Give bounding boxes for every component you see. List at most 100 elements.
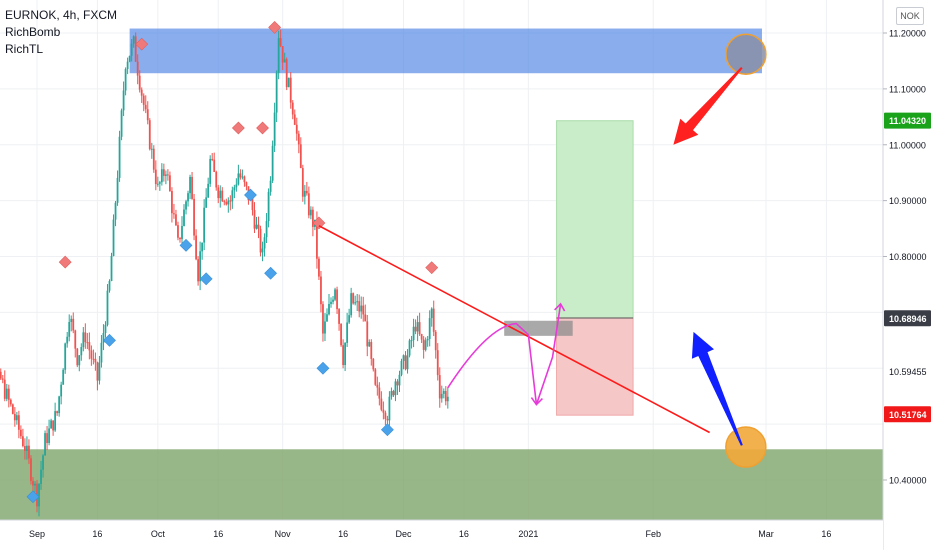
- currency-button[interactable]: NOK: [896, 7, 924, 25]
- resistance-circle: [725, 33, 767, 75]
- candle-body: [140, 89, 143, 96]
- candle-body: [255, 224, 258, 229]
- candle-body: [158, 182, 161, 184]
- candle-body: [96, 362, 99, 381]
- grid: [0, 0, 883, 520]
- buy-signal-marker: [244, 188, 257, 202]
- candle-body: [392, 391, 395, 396]
- candle-body: [398, 374, 401, 386]
- candle-body: [394, 381, 397, 396]
- candle-body: [130, 43, 133, 56]
- x-tick-label: 16: [338, 529, 348, 539]
- candle-body: [326, 314, 328, 322]
- sell-signal-marker: [135, 37, 149, 51]
- y-tick-label: 10.40000: [889, 476, 927, 486]
- candle-body: [426, 338, 429, 341]
- candle-body: [227, 200, 230, 205]
- candle-body: [344, 342, 347, 365]
- candle-body: [201, 242, 204, 252]
- candle-body: [416, 322, 419, 332]
- candle-body: [185, 201, 187, 210]
- x-tick-label: 16: [92, 529, 102, 539]
- candle-body: [173, 213, 175, 215]
- candle-body: [38, 483, 40, 507]
- candle-body: [22, 436, 24, 447]
- price-label: 10.51764: [889, 410, 927, 420]
- candle-body: [360, 305, 363, 312]
- candle-body: [305, 190, 308, 194]
- drawings[interactable]: [318, 33, 767, 468]
- candle-body: [142, 95, 145, 105]
- buy-signal-marker: [316, 361, 330, 375]
- candle-body: [54, 411, 57, 431]
- resistance-zone: [129, 28, 762, 74]
- candle-body: [424, 340, 427, 350]
- candle-body: [245, 182, 248, 187]
- candle-body: [9, 399, 12, 405]
- legend-indicator-richtl[interactable]: RichTL: [5, 42, 44, 56]
- candle-body: [235, 184, 238, 188]
- candle-body: [412, 326, 415, 341]
- candle-body: [154, 169, 157, 185]
- candle-body: [162, 169, 165, 176]
- candle-body: [342, 345, 344, 365]
- candle-body: [293, 114, 296, 125]
- candle-body: [400, 360, 403, 375]
- candle-body: [410, 340, 413, 342]
- candle-body: [251, 196, 254, 210]
- candle-body: [334, 289, 336, 300]
- candle-body: [64, 343, 67, 370]
- projection-arrowhead-up: [554, 302, 566, 312]
- candle-body: [86, 342, 89, 344]
- x-tick-label: 16: [213, 529, 223, 539]
- arrow-down: [673, 67, 743, 145]
- candle-body: [112, 219, 115, 256]
- candle-body: [225, 202, 228, 205]
- candle-body: [60, 384, 63, 397]
- candle-body: [384, 412, 387, 419]
- trendline: [318, 225, 710, 434]
- candle-body: [231, 190, 234, 202]
- candle-body: [150, 148, 153, 150]
- candle-body: [263, 237, 266, 249]
- x-tick-label: 16: [459, 529, 469, 539]
- candle-body: [17, 415, 20, 430]
- x-tick-label: Feb: [645, 529, 661, 539]
- candle-body: [380, 398, 383, 410]
- buy-signal-marker: [264, 266, 278, 280]
- candle-body: [350, 293, 353, 316]
- candle-body: [362, 305, 365, 315]
- candle-body: [287, 77, 290, 88]
- candle-body: [402, 355, 405, 361]
- candle-body: [44, 433, 46, 456]
- sell-signal-marker: [58, 255, 72, 269]
- candle-body: [386, 418, 389, 421]
- candle-body: [267, 191, 270, 222]
- candle-body: [0, 371, 2, 379]
- legend-indicator-richbomb[interactable]: RichBomb: [5, 25, 61, 39]
- candle-body: [66, 336, 69, 344]
- candle-body: [106, 290, 109, 325]
- candle-body: [11, 404, 14, 414]
- sell-signal-marker: [425, 261, 439, 275]
- candle-body: [82, 332, 85, 348]
- candle-body: [3, 379, 6, 399]
- candle-body: [177, 225, 179, 238]
- candle-body: [19, 429, 22, 437]
- candle-body: [297, 133, 300, 145]
- candle-body: [289, 77, 292, 103]
- candle-body: [277, 38, 280, 73]
- candle-body: [175, 214, 177, 226]
- candle-body: [428, 318, 431, 339]
- candle-body: [279, 38, 282, 47]
- candle-body: [352, 293, 355, 304]
- candle-body: [191, 176, 193, 199]
- legend-symbol[interactable]: EURNOK, 4h, FXCM: [5, 8, 118, 22]
- candle-body: [283, 59, 286, 63]
- candle-body: [275, 72, 278, 113]
- x-tick-label: Oct: [151, 529, 166, 539]
- candle-body: [179, 237, 181, 240]
- candle-body: [187, 193, 189, 202]
